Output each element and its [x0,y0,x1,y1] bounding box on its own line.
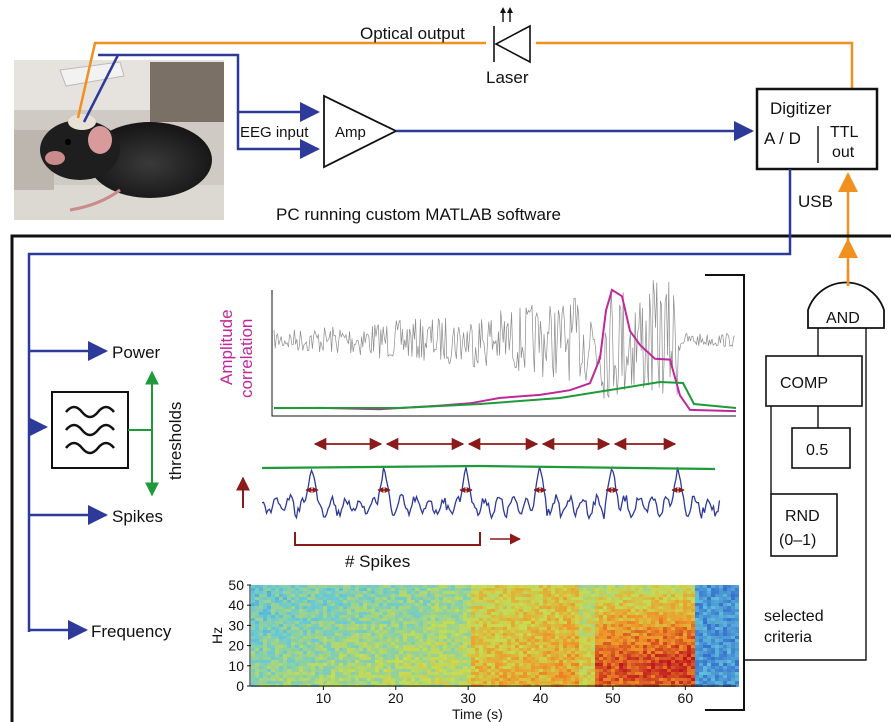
filter-box [51,391,129,469]
thresholds-label: thresholds [166,402,185,480]
spectrogram-ylabel: Hz [209,627,225,644]
spike-trace [261,466,721,521]
y-tick-label: 30 [228,617,244,633]
constant-value: 0.5 [806,442,828,459]
rnd-label: RND [785,508,820,525]
frequency-label: Frequency [91,622,172,641]
correlation-threshold-trace [274,380,737,409]
y-tick-label: 10 [228,658,244,674]
correlation-label: correlation [237,319,256,398]
x-tick-label: 60 [678,690,694,706]
spike-count-label: # Spikes [345,552,410,571]
ttl-out-label: out [832,144,855,161]
spikes-label: Spikes [112,507,163,526]
power-label: Power [112,343,161,362]
amp-label: Amp [335,124,366,141]
eeg-cable-lower [236,112,320,159]
panel-axis [271,290,736,417]
criteria-label: criteria [764,629,812,646]
ad-label: A / D [764,129,801,148]
amplitude-label: Amplitude [217,309,236,385]
optical-output-label: Optical output [360,24,465,43]
spike-count-bracket [294,532,481,546]
spectrogram-xlabel: Time (s) [452,706,503,722]
selected-criteria-line [744,321,867,661]
rnd-box [770,493,838,557]
digitizer-label: Digitizer [770,99,832,118]
spike-threshold-trace [261,464,716,471]
laser-diode-icon [486,7,536,64]
comp-box [765,355,863,407]
filter-wave-icon [65,405,115,455]
optical-output-line [76,41,854,119]
x-tick-label: 10 [316,690,332,706]
mouse-photo [14,60,224,220]
and-gate-label: AND [826,310,860,327]
constant-box [791,427,851,469]
eeg-trace [273,280,736,399]
spectrogram-y-ticks: 0 10 20 30 40 50 [228,577,251,694]
pc-title: PC running custom MATLAB software [276,205,561,224]
comp-label: COMP [780,375,828,392]
x-tick-label: 30 [460,690,476,706]
amplifier-triangle [323,94,399,169]
spectrogram-x-ticks: 10 20 30 40 50 60 [316,686,694,706]
laser-label: Laser [486,68,529,87]
y-tick-label: 50 [228,577,244,593]
y-tick-label: 0 [236,678,244,694]
x-tick-label: 40 [533,690,549,706]
y-tick-label: 20 [228,638,244,654]
spectrogram-heatmap [251,585,739,687]
eeg-input-label: EEG input [240,124,309,141]
x-tick-label: 50 [605,690,621,706]
digitizer-box [755,87,879,171]
selected-label: selected [764,608,824,625]
rnd-range-label: (0–1) [779,532,816,549]
panel-bracket [705,274,745,711]
eeg-cable [82,53,320,123]
usb-label: USB [798,192,833,211]
y-tick-label: 40 [228,597,244,613]
signal-bus [27,233,792,632]
ttl-label: TTL [830,124,859,141]
pc-box [10,234,891,722]
x-tick-label: 20 [388,690,404,706]
